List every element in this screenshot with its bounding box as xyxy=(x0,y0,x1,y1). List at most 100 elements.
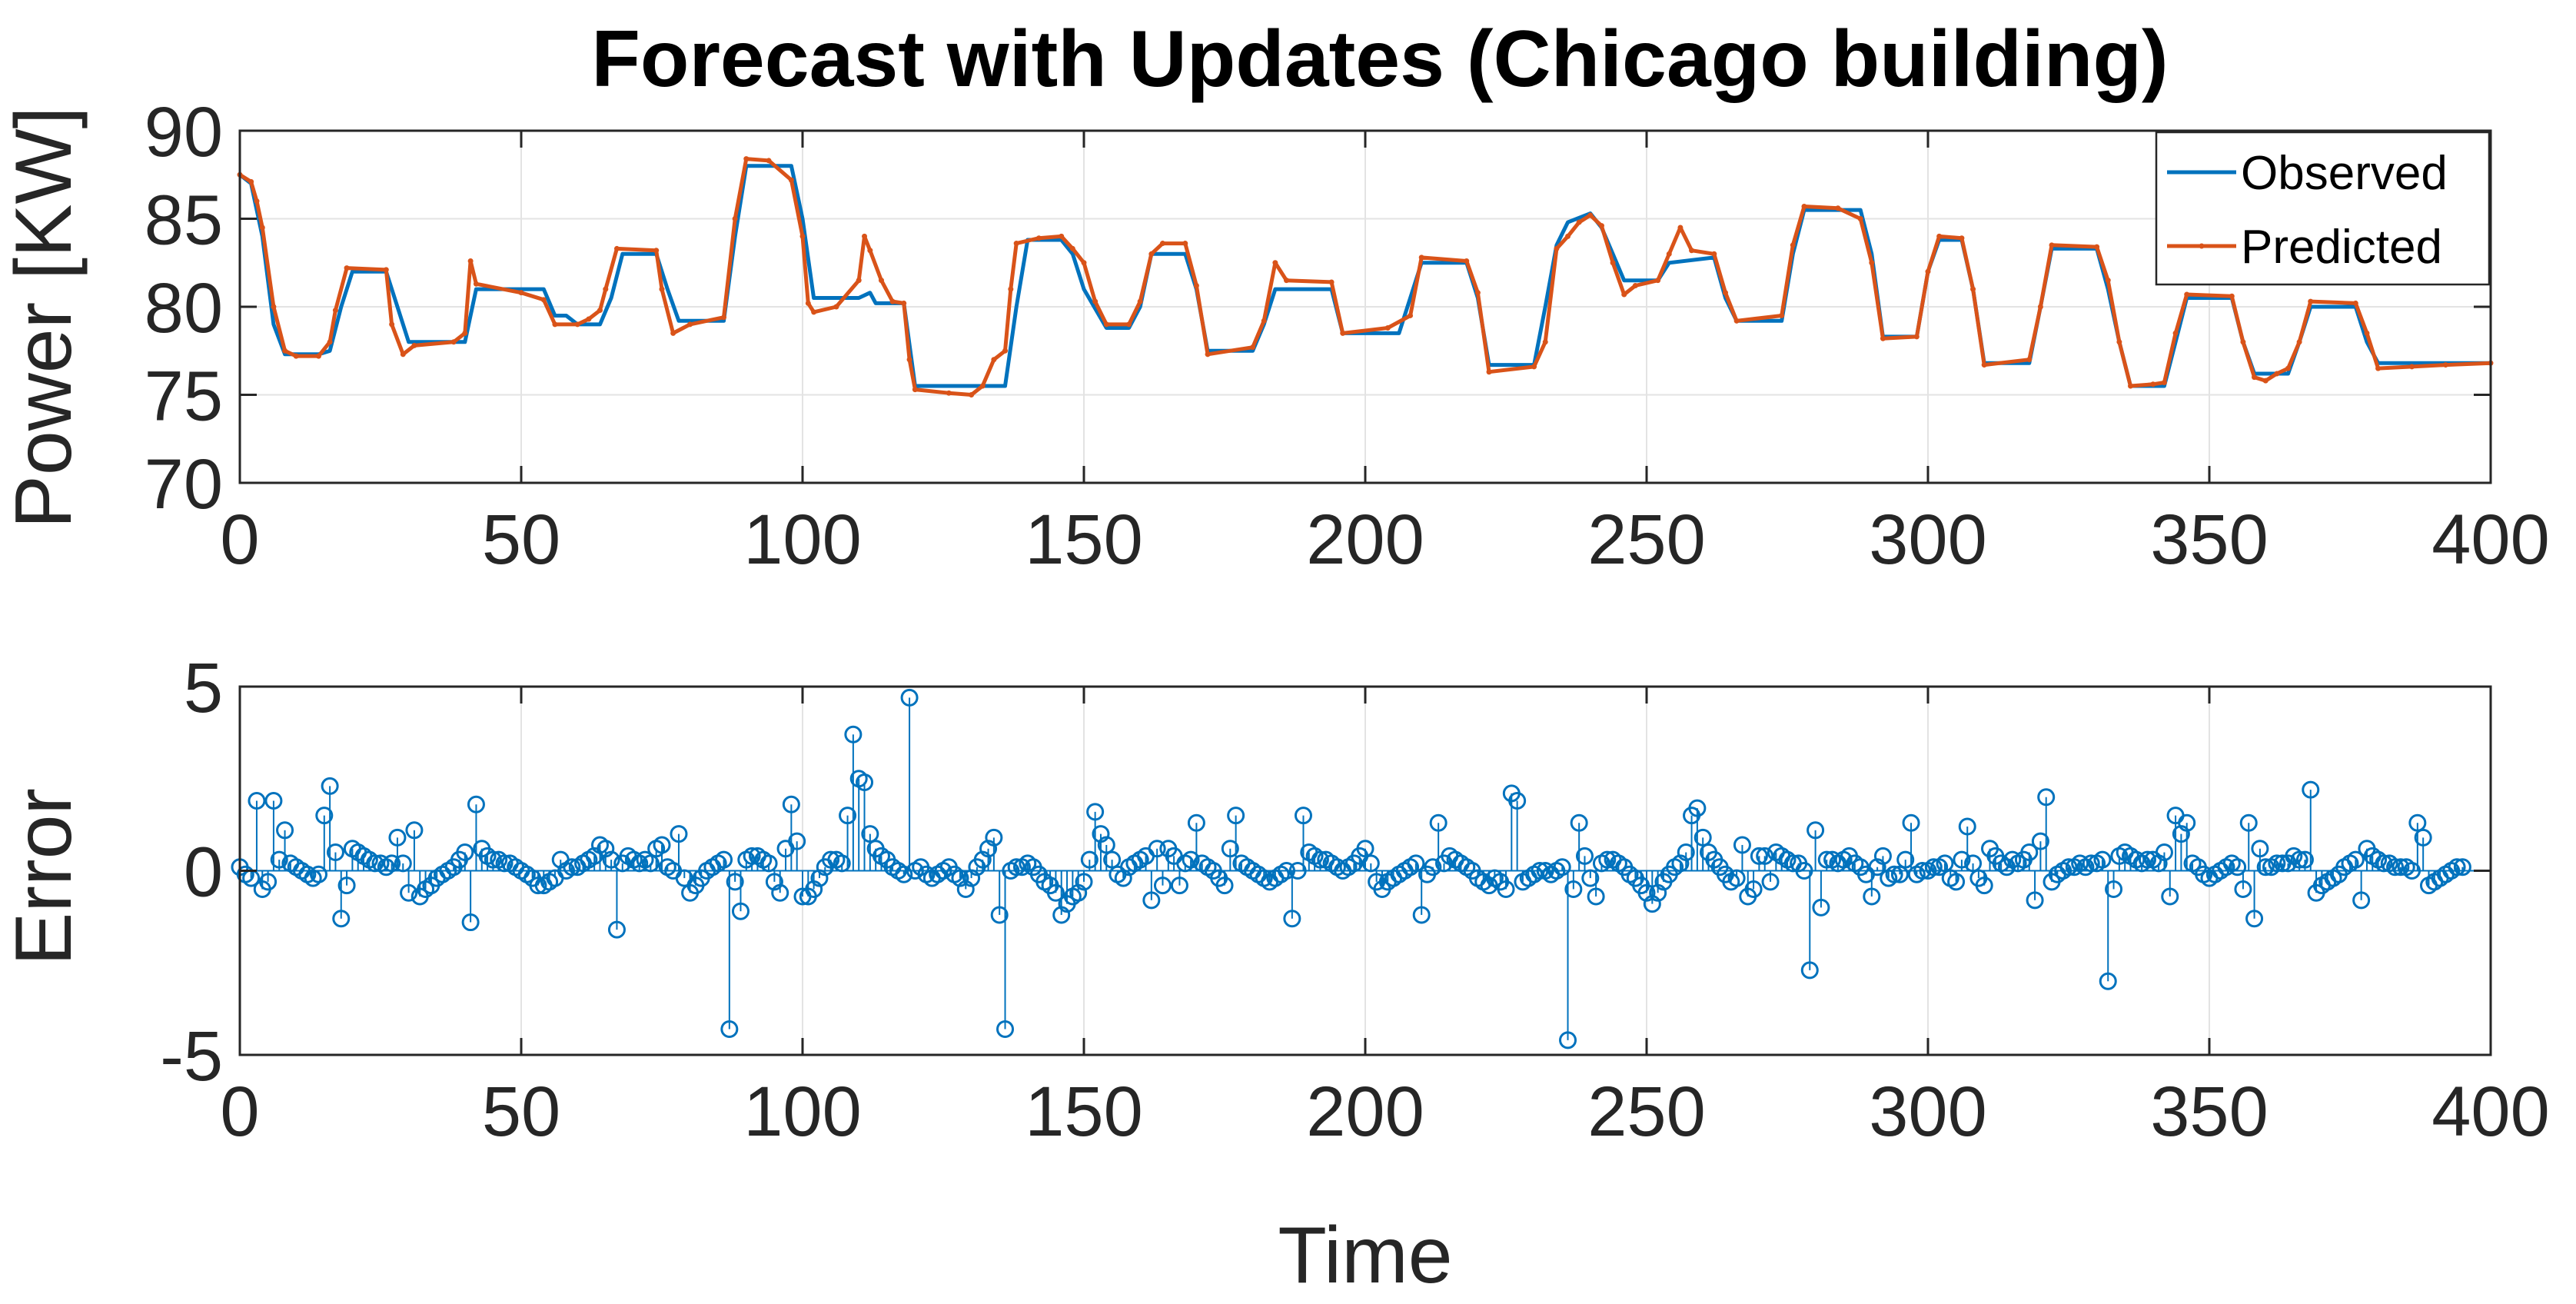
error-point-18 xyxy=(332,910,351,928)
predicted-point-34 xyxy=(766,158,772,164)
error-point-138 xyxy=(1007,858,1025,877)
error-point-169 xyxy=(1182,850,1200,869)
predicted-point-40 xyxy=(856,278,862,284)
error-point-237 xyxy=(1564,880,1583,898)
predicted-point-35 xyxy=(788,177,794,183)
error-point-267 xyxy=(1733,836,1751,854)
predicted-point-29 xyxy=(670,330,676,336)
predicted-point-83 xyxy=(1565,233,1571,239)
error-point-188 xyxy=(1288,862,1307,880)
power-y-tick-label-1: 75 xyxy=(145,358,223,436)
error-point-105 xyxy=(822,850,840,869)
predicted-point-41 xyxy=(862,233,868,239)
error-point-292 xyxy=(1873,847,1892,865)
predicted-point-11 xyxy=(383,267,389,273)
predicted-point-79 xyxy=(1486,369,1492,375)
predicted-point-76 xyxy=(1418,254,1424,261)
error-x-tick-label-2: 100 xyxy=(743,1073,862,1151)
power-axes: 0 50 100 150 200 250 300 350 400 70 75 80 85 90 Power… xyxy=(0,93,2550,579)
chart-title: Forecast with Updates (Chicago building) xyxy=(591,15,2168,104)
error-point-355 xyxy=(2229,858,2247,877)
predicted-point-130 xyxy=(2364,330,2370,336)
error-point-235 xyxy=(1553,858,1571,877)
predicted-point-127 xyxy=(2296,339,2302,345)
predicted-point-38 xyxy=(811,309,817,315)
error-x-tick-label-8: 400 xyxy=(2431,1073,2550,1151)
error-point-152 xyxy=(1086,803,1105,821)
power-y-tick-label-2: 80 xyxy=(145,269,223,348)
error-point-189 xyxy=(1294,807,1312,825)
error-point-163 xyxy=(1148,840,1166,858)
error-point-359 xyxy=(2251,840,2269,858)
power-x-tick-label-2: 100 xyxy=(743,501,862,579)
error-y-tick-label-0: -5 xyxy=(160,1017,223,1096)
error-point-272 xyxy=(1761,873,1780,891)
predicted-point-84 xyxy=(1576,219,1582,225)
predicted-point-12 xyxy=(389,321,395,328)
predicted-point-52 xyxy=(1002,348,1009,354)
error-point-19 xyxy=(337,877,356,895)
predicted-point-132 xyxy=(2409,364,2415,370)
predicted-point-114 xyxy=(2105,278,2111,284)
error-point-201 xyxy=(1361,854,1380,873)
error-point-279 xyxy=(1800,961,1819,980)
error-point-91 xyxy=(743,847,761,865)
error-point-383 xyxy=(2386,858,2405,877)
error-point-212 xyxy=(1424,858,1442,877)
error-point-394 xyxy=(2448,858,2466,877)
predicted-point-28 xyxy=(659,286,665,292)
error-point-87 xyxy=(720,1020,739,1038)
error-point-3 xyxy=(248,791,266,810)
predicted-point-42 xyxy=(867,248,873,254)
error-point-305 xyxy=(1947,873,1966,891)
error-point-209 xyxy=(1407,854,1425,873)
error-point-306 xyxy=(1953,850,1971,869)
error-point-78 xyxy=(670,825,688,843)
predicted-point-103 xyxy=(1880,335,1886,341)
predicted-point-8 xyxy=(327,339,333,345)
predicted-point-36 xyxy=(799,233,806,239)
predicted-point-59 xyxy=(1092,298,1099,304)
error-point-89 xyxy=(731,902,750,920)
predicted-point-82 xyxy=(1554,245,1560,251)
error-point-86 xyxy=(715,850,733,869)
error-point-325 xyxy=(2059,858,2078,877)
power-y-tick-label-3: 85 xyxy=(145,181,223,260)
predicted-point-99 xyxy=(1801,203,1807,209)
error-y-tick-label-2: 5 xyxy=(184,649,223,727)
error-point-333 xyxy=(2105,880,2123,898)
predicted-point-68 xyxy=(1250,344,1256,351)
error-point-329 xyxy=(2082,854,2100,873)
error-point-5 xyxy=(259,873,278,891)
predicted-point-66 xyxy=(1193,283,1199,289)
predicted-point-89 xyxy=(1632,283,1638,289)
predicted-point-61 xyxy=(1126,321,1132,328)
error-stems xyxy=(231,688,2491,1050)
error-point-42 xyxy=(467,795,485,813)
predicted-point-17 xyxy=(467,258,474,264)
power-grid xyxy=(240,131,2491,483)
error-x-tick-label-5: 250 xyxy=(1587,1073,1706,1151)
error-point-366 xyxy=(2290,850,2308,869)
predicted-point-15 xyxy=(450,339,457,345)
error-point-271 xyxy=(1756,847,1774,865)
error-point-75 xyxy=(653,836,671,854)
error-point-73 xyxy=(641,854,660,873)
predicted-point-23 xyxy=(586,316,592,322)
error-point-108 xyxy=(839,807,857,825)
error-point-331 xyxy=(2093,850,2112,869)
predicted-point-53 xyxy=(1008,286,1014,292)
error-point-66 xyxy=(602,850,620,869)
error-point-111 xyxy=(856,773,874,792)
predicted-point-105 xyxy=(1925,268,1931,274)
error-point-269 xyxy=(1744,880,1763,898)
error-point-225 xyxy=(1497,880,1515,898)
error-point-67 xyxy=(607,920,626,939)
error-point-17 xyxy=(326,843,344,862)
predicted-point-97 xyxy=(1779,312,1785,318)
predicted-point-48 xyxy=(946,390,952,396)
time-x-axis-label: Time xyxy=(1278,1211,1452,1300)
error-point-320 xyxy=(2031,832,2049,850)
predicted-point-100 xyxy=(1835,205,1841,211)
